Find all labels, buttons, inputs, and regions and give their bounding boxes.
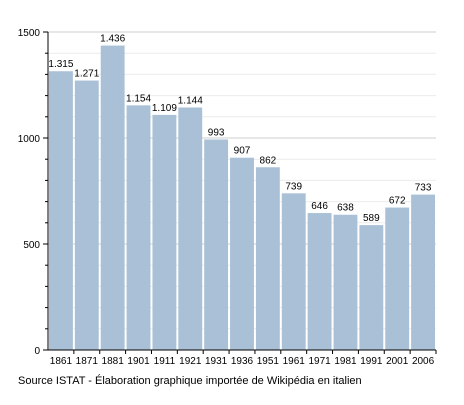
bar-1921 [178,107,203,350]
x-tick-label-2001: 2001 [386,356,409,367]
x-tick-label-1936: 1936 [231,356,254,367]
bar-1931 [204,139,229,350]
bar-2001 [385,207,410,350]
value-label-1991: 589 [363,213,380,224]
value-label-1931: 993 [208,127,225,138]
value-label-1911: 1.109 [152,103,177,114]
value-label-1971: 646 [311,201,328,212]
x-tick-label-1901: 1901 [127,356,150,367]
y-tick-label-1500: 1500 [18,28,41,39]
bar-1911 [152,114,177,350]
source-note: Source ISTAT - Élaboration graphique imp… [18,375,362,387]
y-tick-label-1000: 1000 [18,134,41,145]
bar-1861 [49,71,73,350]
bars [49,45,435,351]
bar-1961 [281,193,306,350]
x-tick-label-1971: 1971 [308,356,331,367]
y-tick-label-0: 0 [34,346,40,357]
x-tick-label-1951: 1951 [257,356,280,367]
bar-1971 [307,213,332,350]
bar-1991 [359,225,384,350]
bar-1936 [230,157,254,350]
axes: 1861 1871 1881 1901 1911 1921 1931 1936 1951 1961… [18,28,437,367]
x-tick-label-1991: 1991 [360,356,383,367]
x-tick-label-1911: 1911 [154,356,176,367]
value-label-1951: 862 [260,155,277,166]
y-tick-label-500: 500 [23,240,40,251]
value-label-1871: 1.271 [74,69,99,80]
x-tick-label-1931: 1931 [205,356,228,367]
value-label-1936: 907 [234,146,251,157]
value-label-1981: 638 [337,203,354,214]
bar-1981 [333,214,358,350]
bar-1951 [255,167,280,350]
value-label-1961: 739 [285,181,302,192]
bar-1901 [126,105,151,351]
value-label-1861: 1.315 [48,59,73,70]
bar-1881 [100,45,125,351]
x-tick-label-2006: 2006 [412,356,435,367]
x-tick-label-1921: 1921 [179,356,202,367]
x-tick-label-1861: 1861 [50,356,73,367]
value-label-1881: 1.436 [100,34,125,45]
x-tick-label-1961: 1961 [283,356,306,367]
x-tick-label-1871: 1871 [76,356,99,367]
value-label-1901: 1.154 [126,93,151,104]
value-label-2001: 672 [389,196,406,207]
bar-2006 [411,194,435,350]
bar-1871 [74,80,99,350]
x-tick-label-1981: 1981 [334,356,357,367]
value-label-1921: 1.144 [178,95,203,106]
value-label-2006: 733 [415,183,432,194]
x-tick-label-1881: 1881 [102,356,125,367]
